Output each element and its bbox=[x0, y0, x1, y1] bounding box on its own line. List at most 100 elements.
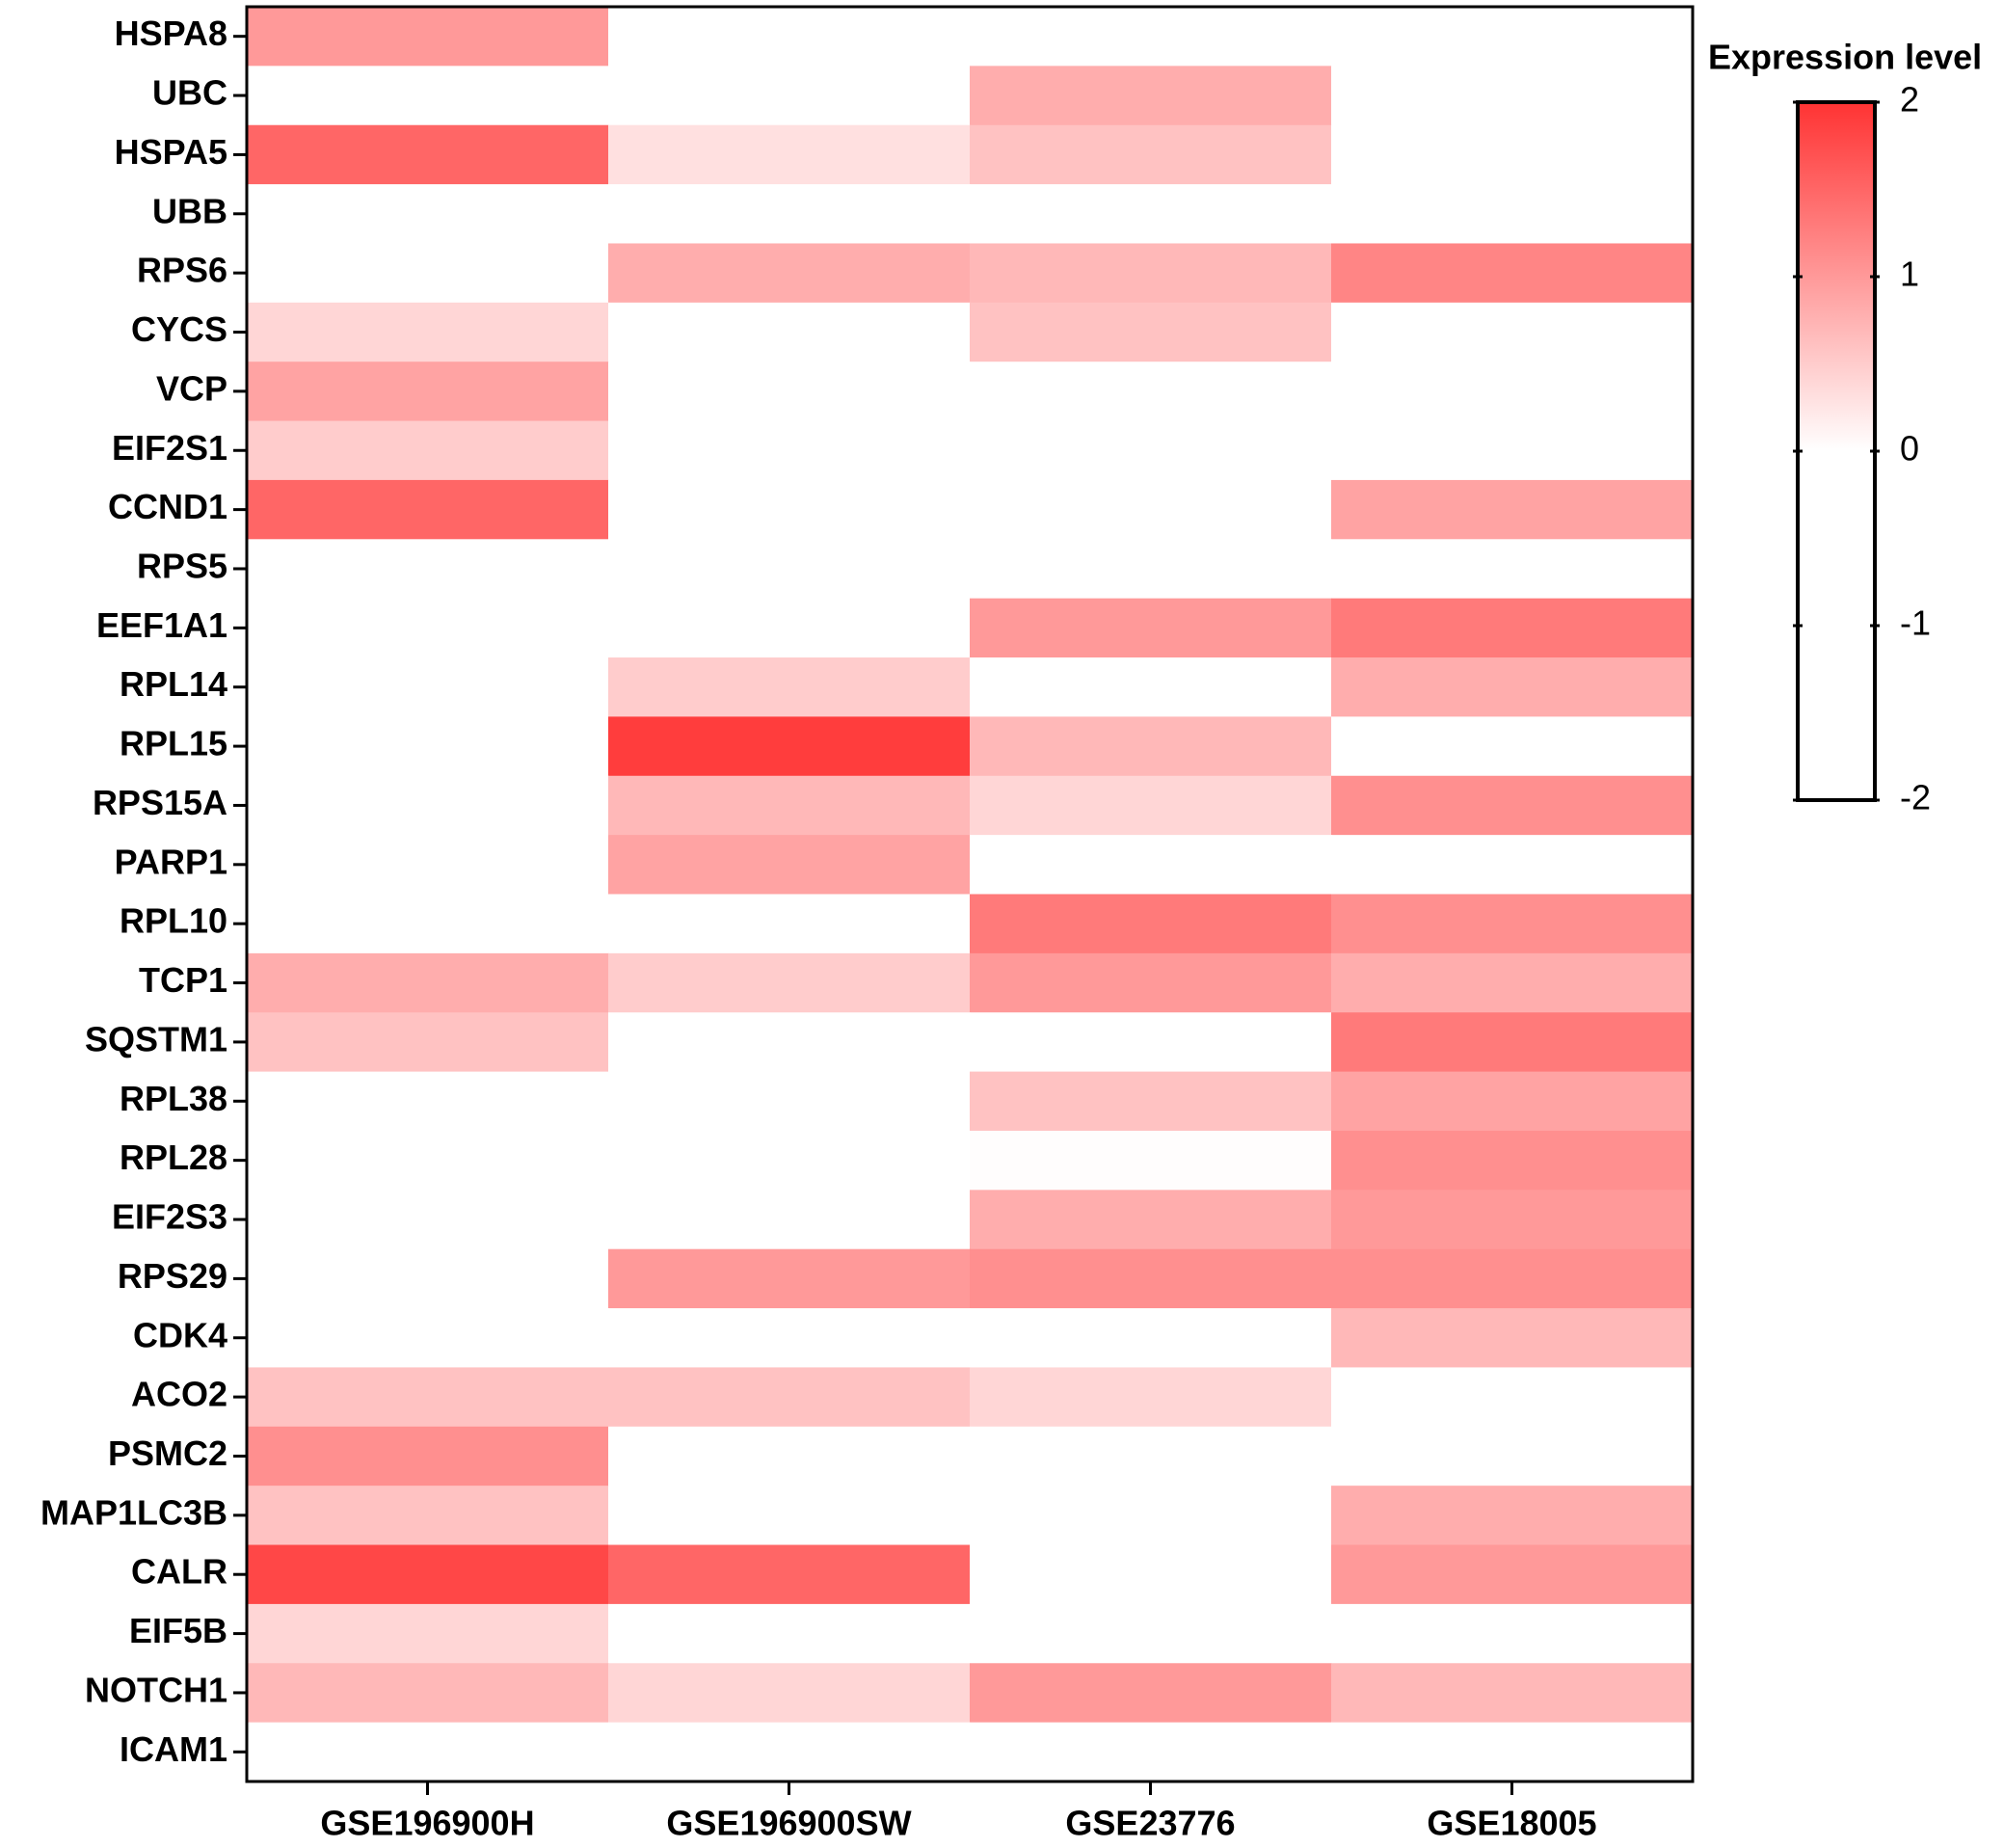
y-tick-label: HSPA8 bbox=[115, 13, 227, 53]
heatmap-cell bbox=[970, 1130, 1332, 1191]
heatmap-cell bbox=[247, 362, 609, 422]
x-tick-label: GSE196900H bbox=[320, 1804, 534, 1843]
y-tick-label: UBC bbox=[152, 73, 227, 113]
heatmap-cell bbox=[1331, 1190, 1694, 1250]
heatmap-cell bbox=[247, 1486, 609, 1546]
heatmap-cell bbox=[1331, 479, 1694, 540]
heatmap-cell bbox=[970, 657, 1332, 717]
heatmap-cell bbox=[1331, 1308, 1694, 1368]
heatmap-cell bbox=[608, 243, 971, 304]
x-tick-label: GSE196900SW bbox=[666, 1804, 911, 1843]
heatmap-cell bbox=[1331, 243, 1694, 304]
y-tick-label: RPS5 bbox=[137, 546, 227, 585]
heatmap-cell bbox=[970, 1071, 1332, 1132]
y-tick-label: UBB bbox=[152, 191, 227, 230]
heatmap-cell bbox=[247, 1308, 609, 1368]
heatmap-cell bbox=[608, 1308, 971, 1368]
heatmap-cell bbox=[970, 420, 1332, 481]
heatmap-cell bbox=[1331, 598, 1694, 658]
heatmap-cell bbox=[608, 894, 971, 954]
heatmap-cell bbox=[970, 184, 1332, 244]
heatmap-cell bbox=[608, 1248, 971, 1309]
heatmap-cell bbox=[970, 835, 1332, 895]
colorbar-tick-label: 1 bbox=[1900, 254, 1919, 294]
y-tick-label: EIF2S1 bbox=[112, 428, 227, 468]
heatmap-cell bbox=[247, 1248, 609, 1309]
heatmap-cell bbox=[247, 184, 609, 244]
x-tick-label: GSE18005 bbox=[1427, 1804, 1596, 1843]
heatmap-cell bbox=[1331, 1248, 1694, 1309]
heatmap-cell bbox=[608, 1663, 971, 1724]
heatmap-cell bbox=[970, 1486, 1332, 1546]
heatmap-cell bbox=[247, 716, 609, 777]
y-tick-label: RPL38 bbox=[120, 1079, 227, 1118]
heatmap-cell bbox=[1331, 66, 1694, 126]
heatmap-cell bbox=[608, 1486, 971, 1546]
heatmap-cell bbox=[1331, 1663, 1694, 1724]
heatmap-cell bbox=[1331, 1130, 1694, 1191]
heatmap-cell bbox=[1331, 1722, 1694, 1782]
heatmap-cell bbox=[247, 1663, 609, 1724]
heatmap-cell bbox=[970, 1367, 1332, 1428]
heatmap-cell bbox=[608, 66, 971, 126]
heatmap-cell bbox=[247, 1722, 609, 1782]
heatmap-cell bbox=[1331, 1426, 1694, 1486]
heatmap-cell bbox=[247, 302, 609, 362]
y-tick-label: CYCS bbox=[131, 309, 227, 349]
y-tick-label: RPS29 bbox=[118, 1256, 227, 1296]
heatmap-cell bbox=[970, 539, 1332, 600]
heatmap-cell bbox=[608, 479, 971, 540]
heatmap-cell bbox=[608, 362, 971, 422]
heatmap-cell bbox=[970, 1426, 1332, 1486]
heatmap-cell bbox=[970, 952, 1332, 1013]
heatmap-cell bbox=[247, 952, 609, 1013]
y-tick-label: RPL14 bbox=[120, 664, 227, 704]
heatmap-cell bbox=[608, 539, 971, 600]
colorbar-tick-label: 2 bbox=[1900, 80, 1919, 120]
colorbar-tick-label: -2 bbox=[1900, 778, 1931, 817]
y-tick-label: RPS6 bbox=[137, 251, 227, 290]
heatmap-cell bbox=[1331, 1012, 1694, 1073]
y-tick-label: PSMC2 bbox=[108, 1433, 227, 1473]
y-tick-label: ACO2 bbox=[131, 1375, 227, 1414]
heatmap-cell bbox=[970, 1190, 1332, 1250]
colorbar-tick-label: 0 bbox=[1900, 429, 1919, 469]
heatmap-cell bbox=[1331, 124, 1694, 185]
heatmap-cell bbox=[608, 775, 971, 836]
heatmap-cell bbox=[247, 835, 609, 895]
heatmap-cell bbox=[608, 716, 971, 777]
colorbar-tick-label: -1 bbox=[1900, 603, 1931, 643]
heatmap-cell bbox=[1331, 894, 1694, 954]
heatmap-cell bbox=[1331, 1603, 1694, 1664]
heatmap-cell bbox=[247, 66, 609, 126]
heatmap-cell bbox=[1331, 1544, 1694, 1605]
y-tick-label: MAP1LC3B bbox=[40, 1492, 227, 1532]
y-tick-label: RPL28 bbox=[120, 1138, 227, 1177]
heatmap-cell bbox=[247, 1071, 609, 1132]
y-tick-label: SQSTM1 bbox=[85, 1019, 227, 1058]
heatmap-cell bbox=[1331, 302, 1694, 362]
heatmap-cell bbox=[608, 1367, 971, 1428]
heatmap-cell bbox=[970, 775, 1332, 836]
heatmap-cell bbox=[970, 7, 1332, 67]
heatmap-cell bbox=[247, 7, 609, 67]
heatmap-cell bbox=[1331, 362, 1694, 422]
heatmap-cell bbox=[247, 1367, 609, 1428]
heatmap-cell bbox=[1331, 952, 1694, 1013]
heatmap-cell bbox=[247, 1190, 609, 1250]
heatmap-cell bbox=[247, 243, 609, 304]
legend-title: Expression level bbox=[1708, 38, 1982, 77]
heatmap-cell bbox=[247, 420, 609, 481]
heatmap-cell bbox=[970, 1603, 1332, 1664]
heatmap-cell bbox=[970, 598, 1332, 658]
heatmap-cell bbox=[970, 1012, 1332, 1073]
heatmap-cell bbox=[608, 184, 971, 244]
heatmap-cell bbox=[608, 598, 971, 658]
heatmap-cell bbox=[1331, 716, 1694, 777]
heatmap-cell bbox=[608, 1071, 971, 1132]
heatmap-cell bbox=[608, 1012, 971, 1073]
heatmap-cell bbox=[608, 1130, 971, 1191]
heatmap-cell bbox=[608, 124, 971, 185]
heatmap-cell bbox=[1331, 775, 1694, 836]
heatmap-cell bbox=[247, 894, 609, 954]
